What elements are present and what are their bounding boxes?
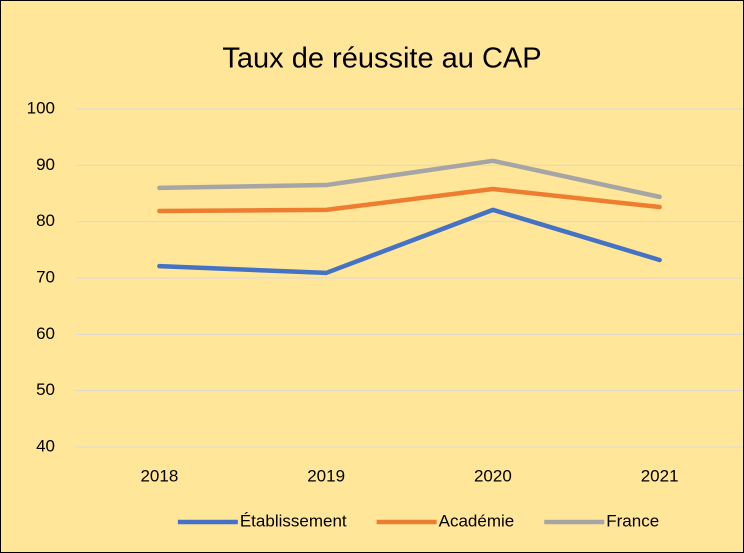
legend-label: France <box>606 511 659 530</box>
line-series <box>157 207 662 276</box>
y-tick-label: 90 <box>36 155 55 174</box>
y-tick-label: 100 <box>27 98 55 117</box>
x-tick-label: 2020 <box>474 466 512 485</box>
legend-label: Établissement <box>240 511 347 530</box>
y-tick-label: 70 <box>36 267 55 286</box>
line-series <box>157 158 662 200</box>
line-series <box>157 186 662 214</box>
chart-title: Taux de réussite au CAP <box>222 43 541 75</box>
x-tick-label: 2021 <box>641 466 679 485</box>
y-tick-label: 80 <box>36 211 55 230</box>
legend-label: Académie <box>439 511 515 530</box>
y-tick-label: 40 <box>36 436 55 455</box>
x-tick-label: 2019 <box>307 466 345 485</box>
x-tick-label: 2018 <box>140 466 178 485</box>
y-tick-label: 60 <box>36 324 55 343</box>
y-tick-label: 50 <box>36 380 55 399</box>
